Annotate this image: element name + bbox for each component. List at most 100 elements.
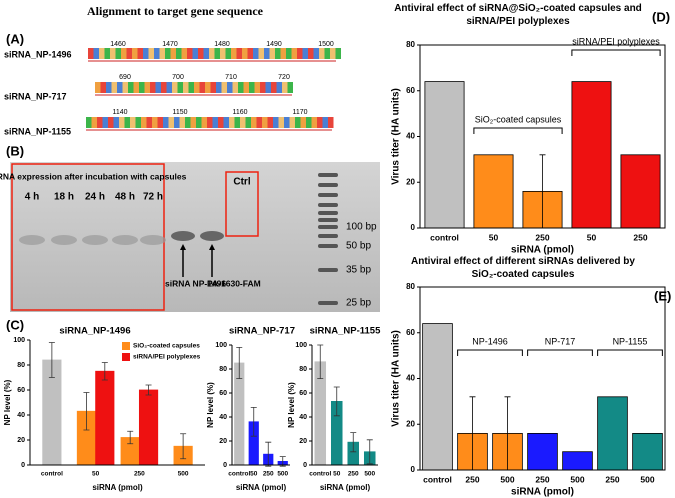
- sequence-base: [221, 82, 227, 93]
- sequence-base: [317, 117, 323, 128]
- panel-a-title: Alignment to target gene sequence: [87, 4, 264, 18]
- x-tick-label: 250: [134, 471, 145, 478]
- lane-label: 4 h: [25, 192, 39, 203]
- sequence-base: [295, 117, 301, 128]
- error-bar: [265, 441, 272, 467]
- sequence-base: [141, 117, 147, 128]
- x-tick-label: 50: [250, 471, 258, 478]
- sequence-base: [236, 48, 242, 59]
- sequence-base: [201, 117, 207, 128]
- sequence-base: [132, 48, 138, 59]
- y-tick-label: 100: [295, 342, 307, 349]
- ladder-label: 25 bp: [346, 298, 371, 309]
- sequence-base: [139, 82, 145, 93]
- plot-frame: [419, 44, 666, 229]
- sequence-base: [166, 82, 172, 93]
- sequence-base: [216, 82, 222, 93]
- highlight-box: [225, 171, 259, 237]
- y-tick-label: 40: [17, 412, 25, 419]
- sequence-base: [115, 48, 121, 59]
- sequence-base: [265, 82, 271, 93]
- y-tick-label: 80: [17, 362, 25, 369]
- axes: [29, 340, 205, 466]
- y-tick-label: 100: [215, 342, 227, 349]
- x-tick-label: 500: [364, 471, 375, 478]
- sequence-base: [95, 82, 101, 93]
- sequence-base: [172, 82, 178, 93]
- sequence-base: [308, 48, 314, 59]
- legend-label: siRNA/PEI polyplexes: [133, 354, 201, 361]
- sequence-base: [280, 48, 286, 59]
- sequence-base: [306, 117, 312, 128]
- row-name: siRNA_NP-717: [4, 91, 67, 101]
- sequence-base: [146, 117, 152, 128]
- arrow-head: [180, 244, 186, 250]
- bar: [597, 396, 628, 471]
- sequence-base: [185, 117, 191, 128]
- sequence-base: [150, 82, 156, 93]
- error-bar: [180, 433, 187, 460]
- annotation: siRNA/PEI polyplexes: [572, 36, 660, 46]
- sequence-base: [99, 48, 105, 59]
- y-tick-label: 80: [219, 366, 227, 373]
- sequence-base: [157, 117, 163, 128]
- y-tick-label: 80: [406, 40, 415, 49]
- sequence-base: [291, 48, 297, 59]
- sequence-base: [188, 82, 194, 93]
- x-tick-label: 250: [605, 474, 619, 484]
- x-axis-label: siRNA (pmol): [511, 487, 574, 498]
- sequence-base: [322, 117, 328, 128]
- y-axis-label: NP level (%): [287, 382, 296, 428]
- sequence-base: [335, 48, 341, 59]
- highlight-box: [11, 163, 165, 311]
- sequence-base: [190, 117, 196, 128]
- x-tick-label: 500: [500, 474, 514, 484]
- error-bar: [145, 384, 152, 396]
- sequence-base: [271, 82, 277, 93]
- y-tick-label: 40: [406, 132, 415, 141]
- sequence-base: [163, 117, 169, 128]
- sequence-base: [154, 48, 160, 59]
- sequence-base: [194, 82, 200, 93]
- ruler-label: 1490: [266, 41, 282, 48]
- sequence-base: [102, 117, 108, 128]
- bracket: [527, 349, 593, 356]
- bar: [632, 432, 663, 471]
- sequence-base: [289, 117, 295, 128]
- y-tick-label: 20: [406, 419, 415, 428]
- sequence-base: [104, 48, 110, 59]
- panel-label: (E): [654, 288, 671, 303]
- panel-label: (A): [6, 31, 24, 46]
- sequence-base: [313, 48, 319, 59]
- bar: [473, 154, 514, 229]
- bracket: [473, 127, 563, 134]
- error-bar: [83, 392, 90, 431]
- sequence-base: [199, 82, 205, 93]
- x-tick-label: 250: [535, 474, 549, 484]
- ladder-band: [318, 173, 338, 177]
- sequence-base: [205, 82, 211, 93]
- sequence-base: [251, 117, 257, 128]
- y-axis-label: Virus titer (HA units): [391, 88, 402, 185]
- sequence-base: [247, 48, 253, 59]
- ladder-band: [318, 193, 338, 197]
- sequence-base: [108, 117, 114, 128]
- y-tick-label: 100: [13, 337, 25, 344]
- sequence-base: [117, 82, 123, 93]
- y-tick-label: 80: [299, 366, 307, 373]
- ruler-label: 700: [172, 74, 184, 81]
- ladder-label: 35 bp: [346, 265, 371, 276]
- sequence-base: [311, 117, 317, 128]
- lane-label: 24 h: [85, 192, 105, 203]
- sequence-base: [177, 82, 183, 93]
- lane-label: Ctrl: [233, 177, 250, 188]
- annotation: NP-717: [545, 336, 576, 346]
- error-bar: [48, 342, 55, 378]
- sequence-base: [240, 117, 246, 128]
- x-axis-label: siRNA (pmol): [320, 483, 371, 492]
- x-tick-label: 500: [277, 471, 288, 478]
- sequence-base: [229, 117, 235, 128]
- sequence-base: [91, 117, 97, 128]
- sequence-base: [144, 82, 150, 93]
